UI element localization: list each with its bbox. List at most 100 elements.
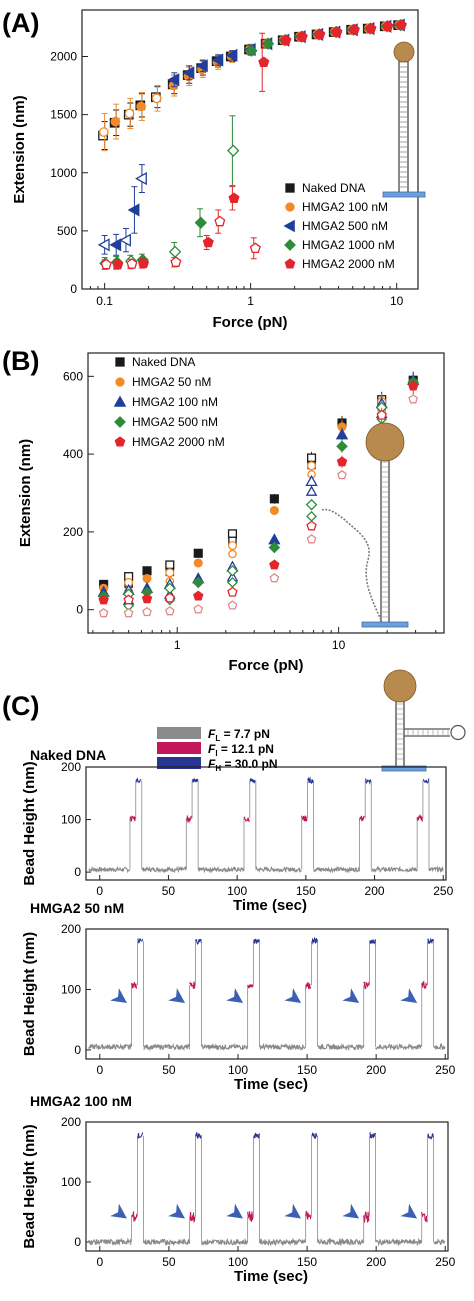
- panel-a-xtick-label: 0.1: [96, 294, 113, 308]
- panel-a-data-point: [258, 56, 270, 68]
- panel-a-data-point: [245, 44, 258, 57]
- arrowhead-marker-icon: [284, 1203, 302, 1219]
- panel-b-data-point: [227, 600, 238, 610]
- panel-b-xtick-label: 1: [174, 638, 181, 652]
- panel-a-data-point: [126, 258, 138, 269]
- panel-b-data-point: [141, 593, 153, 604]
- arrowhead-marker-icon: [342, 988, 360, 1003]
- panel-b-xtick-label: 10: [332, 638, 346, 652]
- panel-b-data-point: [192, 576, 205, 589]
- panel-b-ytick-label: 600: [63, 369, 83, 383]
- trace-xtick-label: 50: [162, 1255, 176, 1269]
- panel-b-legend-marker: [114, 436, 126, 447]
- panel-a-legend-label: HMGA2 1000 nM: [302, 238, 395, 252]
- trace-xtick-label: 200: [366, 1255, 386, 1269]
- panel-b-legend-label: HMGA2 50 nM: [132, 375, 211, 389]
- trace-title: HMGA2 50 nM: [30, 900, 124, 916]
- panel-a-xlabel: Force (pN): [213, 314, 288, 331]
- panel-b-data-point: [123, 594, 134, 605]
- force-legend-swatch: [157, 757, 201, 769]
- panel-a-data-point: [214, 215, 226, 227]
- panel-b-legend-label: Naked DNA: [132, 355, 195, 369]
- trace-xtick-label: 150: [296, 884, 316, 898]
- panel-a-frame: [81, 9, 419, 290]
- panel-a-data-point: [168, 245, 182, 258]
- panel-a-data-point: [136, 101, 146, 112]
- panel-a-data-point: [280, 34, 292, 45]
- panel-a-data-point: [100, 258, 112, 270]
- unzipped-strand: [321, 508, 382, 621]
- panel-b-data-point: [269, 559, 280, 570]
- panel-a-legend-marker: [283, 219, 295, 233]
- panel-b-legend-label: HMGA2 2000 nM: [132, 435, 225, 449]
- panel-a-legend-marker: [285, 202, 295, 212]
- trace-ylabel: Bead Height (nm): [21, 932, 38, 1056]
- panel-b-data-point: [336, 440, 348, 453]
- panel-a-data-point: [202, 236, 214, 248]
- panel-b-data-point: [193, 558, 203, 568]
- panel-b-data-point: [228, 549, 237, 559]
- panel-a-data-point: [382, 20, 394, 32]
- trace-panel: HMGA2 50 nM 0 50 100 150 200 250 0 100 200 Time (s…: [21, 900, 456, 1093]
- arrowhead-marker-icon: [284, 988, 302, 1003]
- arrowhead-marker-icon: [110, 1203, 127, 1219]
- panel-a-ytick-label: 500: [57, 224, 77, 238]
- panel-b-data-point: [193, 604, 204, 614]
- trace-xtick-label: 100: [228, 1063, 248, 1077]
- trace-blue-segments: [137, 936, 435, 946]
- trace-ytick-label: 100: [61, 982, 81, 996]
- panel-a-data-point: [314, 28, 326, 40]
- panel-b-data-point: [307, 461, 317, 471]
- trace-ytick-label: 0: [74, 1043, 81, 1057]
- panel-b: (B) 1 10 0 200 400 600 Force (pN) Extension (nm)…: [2, 346, 445, 674]
- panel-a-data-point: [98, 127, 109, 137]
- force-legend-swatch: [157, 742, 201, 754]
- panel-b-data-point: [98, 607, 109, 618]
- panel-a-data-point: [195, 59, 208, 73]
- panel-b-data-point: [164, 592, 176, 603]
- panel-b-data-point: [306, 534, 317, 544]
- trace-xtick-label: 0: [96, 1255, 103, 1269]
- panel-b-data-point: [226, 564, 239, 577]
- panel-a-legend-label: HMGA2 100 nM: [302, 200, 388, 214]
- panel-a-legend-marker: [284, 258, 296, 269]
- panel-b-data-point: [337, 469, 347, 480]
- panel-a-data-point: [110, 116, 121, 127]
- panel-b-data-point: [193, 590, 204, 601]
- panel-a-ylabel: Extension (nm): [11, 95, 28, 203]
- trace-xtick-label: 0: [96, 1063, 103, 1077]
- panel-a-ytick-label: 1500: [50, 108, 77, 122]
- panel-a-legend-label: Naked DNA: [302, 181, 365, 195]
- panel-b-data-point: [227, 586, 238, 597]
- panel-b-legend-marker: [114, 416, 126, 428]
- panel-b-data-point: [165, 560, 175, 570]
- panel-a-ytick-label: 2000: [50, 50, 77, 64]
- panel-a-data-point: [167, 73, 180, 87]
- trace-xtick-label: 50: [162, 1063, 176, 1077]
- trace-ytick-label: 100: [61, 1175, 81, 1189]
- trace-frame: [85, 766, 447, 881]
- panel-b-legend-marker: [113, 395, 127, 407]
- trace-blue-segments: [135, 776, 430, 785]
- panel-a-data-point: [119, 233, 131, 247]
- panel-b-data-point: [164, 606, 175, 616]
- panel-a-legend-label: HMGA2 2000 nM: [302, 257, 395, 271]
- bead-on-three-way-junction-icon: [381, 669, 466, 772]
- trace-magenta-segments: [131, 1210, 428, 1224]
- arrowhead-marker-icon: [226, 988, 244, 1003]
- panel-a-legend-marker: [284, 239, 296, 251]
- panel-b-data-point: [269, 505, 279, 516]
- panel-b-data-point: [193, 548, 203, 558]
- panel-a-data-point: [137, 257, 150, 269]
- panel-b-data-point: [306, 520, 317, 531]
- panel-b-data-point: [336, 456, 348, 467]
- force-legend-swatch: [157, 727, 201, 739]
- panel-b-data-point: [227, 529, 238, 539]
- trace-xtick-label: 250: [435, 1063, 455, 1077]
- trace-xtick-label: 0: [96, 884, 103, 898]
- panel-a-data-point: [127, 203, 140, 217]
- panel-a-data-point: [249, 242, 261, 254]
- panel-b-data-point: [335, 428, 349, 440]
- panel-a-data-point: [296, 30, 308, 42]
